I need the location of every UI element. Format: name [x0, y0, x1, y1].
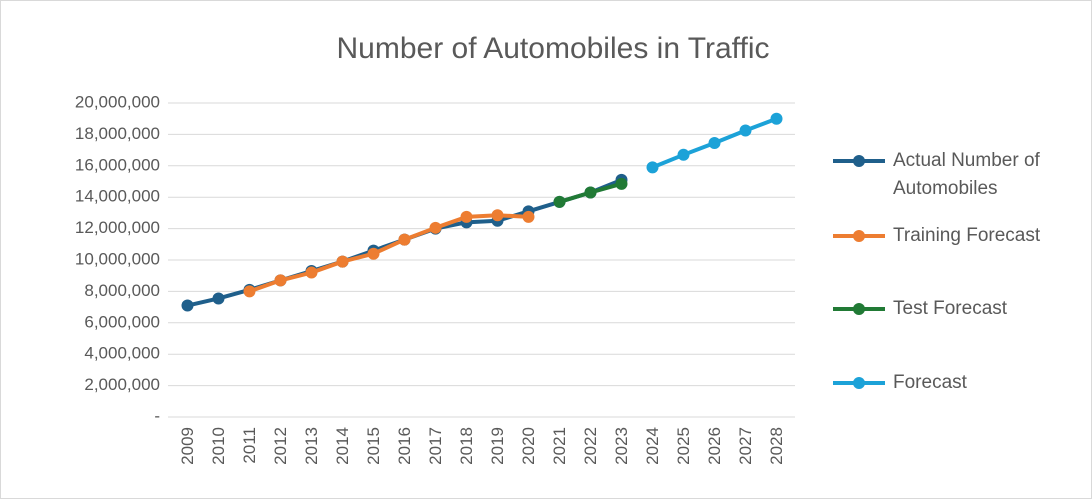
y-tick-label: 2,000,000 — [84, 375, 160, 394]
data-point — [367, 247, 380, 260]
y-tick-label: 20,000,000 — [75, 92, 160, 111]
data-point — [646, 161, 659, 174]
x-tick-label: 2013 — [302, 427, 321, 465]
data-point — [243, 285, 256, 298]
y-tick-label: 16,000,000 — [75, 155, 160, 174]
x-tick-label: 2023 — [612, 427, 631, 465]
x-tick-label: 2028 — [767, 427, 786, 465]
x-tick-label: 2022 — [581, 427, 600, 465]
legend-label: Actual Number of Automobiles — [893, 150, 1040, 199]
data-point — [274, 274, 287, 287]
data-point — [770, 112, 783, 125]
data-point — [615, 177, 628, 190]
legend-marker — [853, 155, 865, 167]
x-tick-label: 2009 — [178, 427, 197, 465]
chart-title: Number of Automobiles in Traffic — [337, 32, 770, 65]
x-tick-label: 2010 — [209, 427, 228, 465]
data-point — [739, 124, 752, 137]
x-tick-label: 2014 — [333, 427, 352, 465]
y-tick-label: 6,000,000 — [84, 312, 160, 331]
legend-marker — [853, 303, 865, 315]
x-tick-label: 2024 — [643, 427, 662, 465]
x-tick-label: 2020 — [519, 427, 538, 465]
y-tick-label: 10,000,000 — [75, 249, 160, 268]
x-tick-label: 2021 — [550, 427, 569, 465]
legend-label: Forecast — [893, 372, 967, 393]
x-tick-label: 2016 — [395, 427, 414, 465]
x-tick-label: 2011 — [240, 427, 259, 464]
legend-label: Test Forecast — [893, 298, 1008, 319]
data-point — [336, 255, 349, 268]
y-tick-label: 18,000,000 — [75, 124, 160, 143]
y-tick-label: - — [154, 406, 160, 425]
data-point — [522, 210, 535, 223]
data-point — [584, 186, 597, 199]
x-tick-label: 2012 — [271, 427, 290, 465]
x-tick-label: 2017 — [426, 427, 445, 465]
data-point — [460, 210, 473, 223]
data-point — [305, 266, 318, 279]
data-point — [212, 292, 225, 305]
data-point — [491, 209, 504, 222]
legend-label: Training Forecast — [893, 225, 1041, 246]
data-point — [677, 148, 690, 161]
y-tick-label: 8,000,000 — [84, 281, 160, 300]
x-tick-label: 2019 — [488, 427, 507, 465]
legend-marker — [853, 377, 865, 389]
data-point — [553, 195, 566, 208]
x-tick-label: 2025 — [674, 427, 693, 465]
data-point — [398, 233, 411, 246]
data-point — [429, 221, 442, 234]
y-tick-label: 12,000,000 — [75, 218, 160, 237]
x-tick-label: 2027 — [736, 427, 755, 465]
data-point — [708, 137, 721, 150]
y-tick-label: 14,000,000 — [75, 187, 160, 206]
data-point — [181, 299, 194, 312]
series-line — [248, 213, 529, 294]
y-tick-label: 4,000,000 — [84, 344, 160, 363]
x-tick-label: 2026 — [705, 427, 724, 465]
x-tick-label: 2018 — [457, 427, 476, 465]
legend-marker — [853, 230, 865, 242]
x-tick-label: 2015 — [364, 427, 383, 465]
